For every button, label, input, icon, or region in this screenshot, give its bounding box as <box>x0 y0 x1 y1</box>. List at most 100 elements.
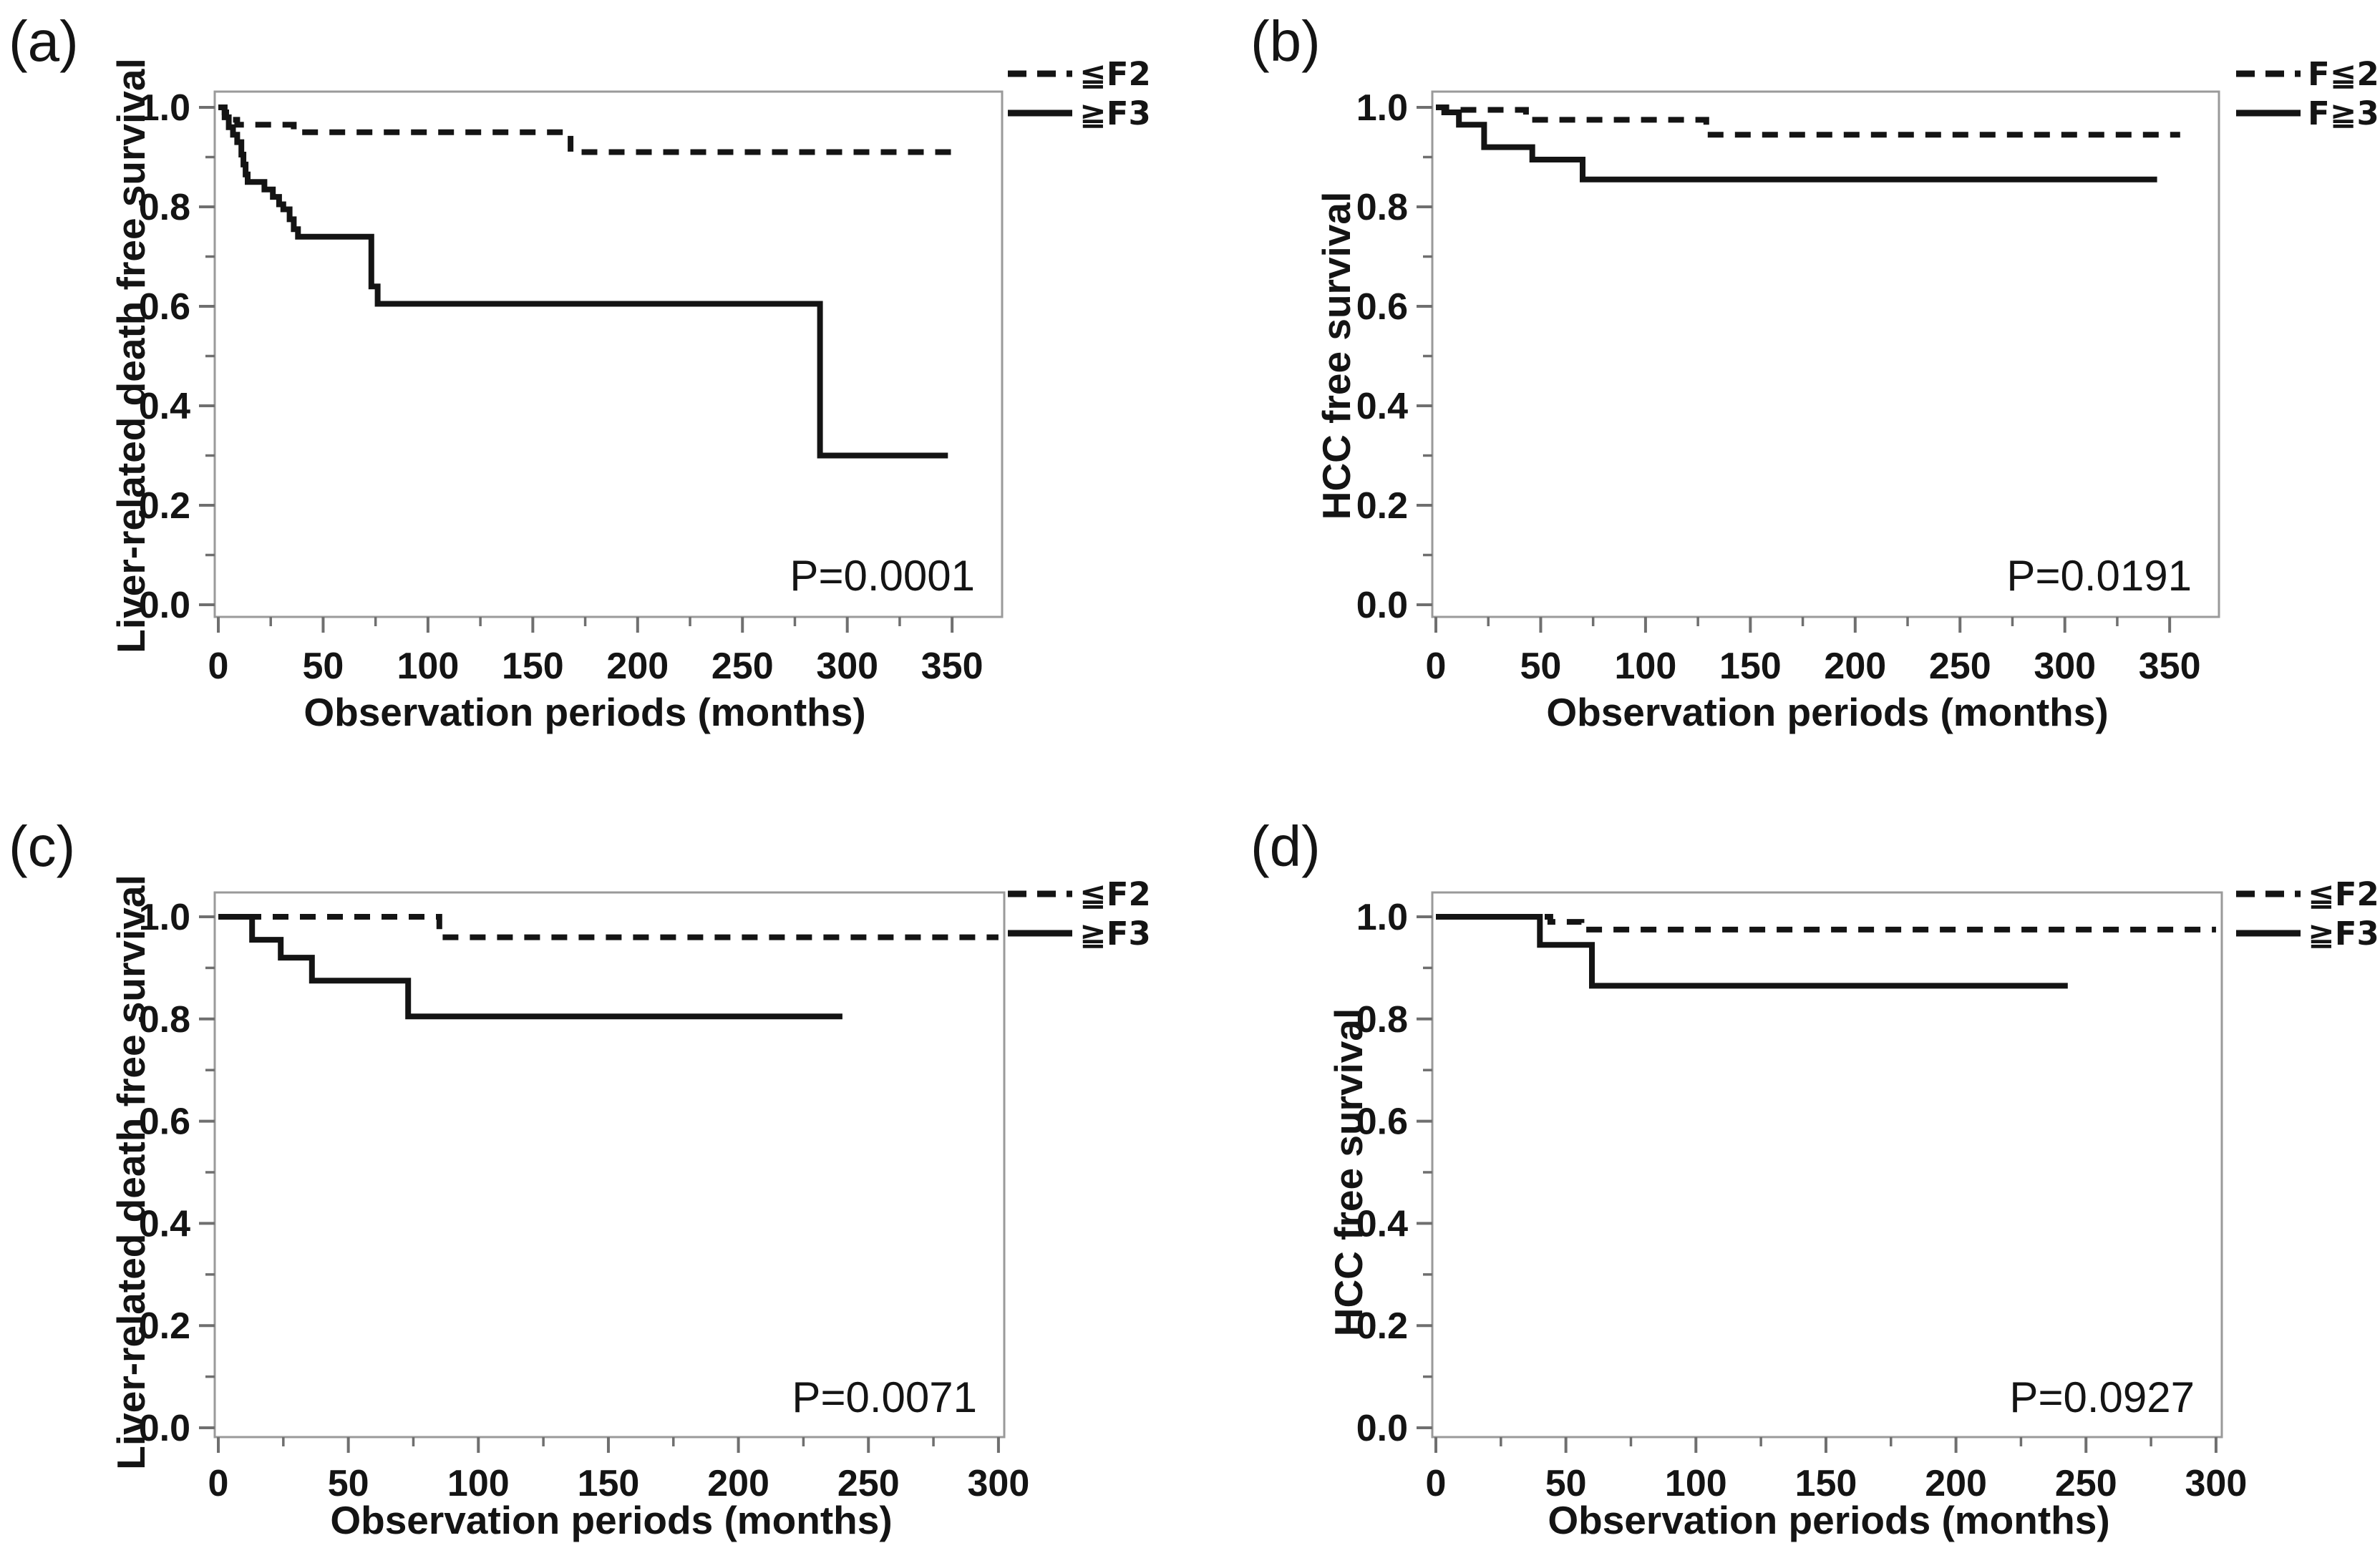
plot-area: 0 50 100 150 200 250 300 0.0 0.2 0.4 0.6 0.8 1.0 <box>1356 891 2248 1504</box>
p-value-annotation: P=0.0001 <box>790 552 975 600</box>
y-tick-label: 0.6 <box>139 286 190 328</box>
legend-label-f3: F≧3 <box>2308 94 2379 132</box>
x-tick-label: 100 <box>1665 1463 1727 1504</box>
p-value-annotation: P=0.0927 <box>2009 1373 2195 1421</box>
x-tick-label: 0 <box>208 646 229 687</box>
x-tick-label: 300 <box>2185 1463 2248 1504</box>
legend-label-f2: ≦F2 <box>1079 875 1151 913</box>
plot-area: 0 50 100 150 200 250 300 350 0.0 0.2 0.4 0.6 0.8 1.0 <box>1356 87 2220 687</box>
km-curve-dashed <box>1436 104 2180 138</box>
y-tick-label: 0.0 <box>1356 585 1408 626</box>
x-tick-label: 200 <box>707 1463 769 1504</box>
x-tick-label: 50 <box>1545 1463 1587 1504</box>
y-tick-label: 0.8 <box>1356 187 1408 228</box>
x-tick-label: 300 <box>816 646 878 687</box>
x-tick-label: 250 <box>2055 1463 2117 1504</box>
x-tick-label: 150 <box>1795 1463 1857 1504</box>
y-tick-label: 0.6 <box>1356 1101 1408 1143</box>
panel-letter: (d) <box>1250 814 1321 878</box>
y-tick-label: 0.8 <box>1356 999 1408 1041</box>
y-tick-label: 0.0 <box>1356 1408 1408 1449</box>
plot-border <box>1431 90 2220 618</box>
legend: F≦2 F≧3 <box>2236 55 2379 132</box>
x-tick-label: 150 <box>1719 646 1782 687</box>
panel-letter: (c) <box>9 814 75 878</box>
x-tick-label: 100 <box>397 646 460 687</box>
x-tick-label: 300 <box>2034 646 2096 687</box>
legend-label-f2: ≦F2 <box>1079 55 1151 93</box>
panel-b: (b) HCC free survival 0 50 100 150 200 250 300… <box>1250 9 2379 734</box>
y-tick-label: 0.4 <box>1356 1203 1408 1245</box>
x-tick-label: 250 <box>711 646 774 687</box>
x-axis-title: Observation periods (months) <box>303 690 865 734</box>
y-tick-label: 0.2 <box>1356 1305 1408 1347</box>
y-tick-label: 0.6 <box>1356 286 1408 328</box>
y-tick-label: 0.4 <box>139 386 190 427</box>
panel-letter: (b) <box>1250 9 1321 73</box>
legend-label-f3: ≧F3 <box>2308 915 2379 953</box>
y-tick-label: 1.0 <box>1356 897 1408 938</box>
legend-label-f2: F≦2 <box>2308 55 2379 93</box>
km-curve-dashed <box>218 104 958 155</box>
x-tick-label: 200 <box>1824 646 1886 687</box>
km-curve-dashed <box>218 914 999 940</box>
x-tick-label: 350 <box>2139 646 2201 687</box>
plot-border <box>213 90 1004 618</box>
plot-border <box>1431 891 2223 1439</box>
legend-label-f2: ≦F2 <box>2308 875 2379 913</box>
legend: ≦F2 ≧F3 <box>1008 875 1151 953</box>
x-tick-label: 250 <box>837 1463 900 1504</box>
x-tick-label: 50 <box>1520 646 1562 687</box>
x-axis-title: Observation periods (months) <box>330 1498 892 1542</box>
x-tick-label: 300 <box>968 1463 1030 1504</box>
y-tick-label: 0.2 <box>139 1305 190 1347</box>
y-tick-label: 1.0 <box>1356 87 1408 129</box>
y-axis-title: HCC free survival <box>1314 192 1359 520</box>
x-tick-label: 0 <box>208 1463 229 1504</box>
km-curve-solid <box>218 104 948 459</box>
x-tick-label: 150 <box>578 1463 640 1504</box>
x-tick-label: 350 <box>921 646 983 687</box>
y-tick-label: 0.6 <box>139 1101 190 1143</box>
panel-a: (a) Liver-related death free survival 0 5… <box>9 9 1151 734</box>
y-tick-label: 0.0 <box>139 1408 190 1449</box>
x-axis-title: Observation periods (months) <box>1548 1498 2109 1542</box>
legend-label-f3: ≧F3 <box>1079 94 1151 132</box>
x-tick-label: 0 <box>1426 1463 1447 1504</box>
panel-c: (c) Liver-related death free survival 0 5… <box>9 814 1151 1542</box>
x-tick-label: 100 <box>1615 646 1677 687</box>
y-tick-label: 0.2 <box>1356 485 1408 527</box>
x-tick-label: 100 <box>447 1463 510 1504</box>
y-axis-title: Liver-related death free survival <box>109 875 153 1469</box>
y-tick-label: 0.8 <box>139 999 190 1041</box>
km-curve-dashed <box>1436 914 2216 933</box>
plot-area: 0 50 100 150 200 250 300 0.0 0.2 0.4 0.6 0.8 1.0 <box>139 891 1030 1504</box>
x-tick-label: 0 <box>1426 646 1447 687</box>
y-tick-label: 0.8 <box>139 187 190 228</box>
panel-letter: (a) <box>9 9 79 73</box>
km-curve-solid <box>218 914 842 1020</box>
x-tick-label: 150 <box>502 646 564 687</box>
legend: ≦F2 ≧F3 <box>2236 875 2379 953</box>
p-value-annotation: P=0.0191 <box>2006 552 2192 600</box>
y-tick-label: 1.0 <box>139 897 190 938</box>
panel-d: (d) HCC free survival 0 50 100 150 200 250 300… <box>1250 814 2379 1542</box>
y-tick-label: 0.4 <box>139 1203 190 1245</box>
legend-label-f3: ≧F3 <box>1079 915 1151 953</box>
x-tick-label: 50 <box>328 1463 369 1504</box>
x-tick-label: 200 <box>1925 1463 1987 1504</box>
y-tick-label: 1.0 <box>139 87 190 129</box>
y-axis-title: Liver-related death free survival <box>109 58 153 653</box>
y-tick-label: 0.4 <box>1356 386 1408 427</box>
plot-border <box>213 891 1006 1439</box>
x-axis-title: Observation periods (months) <box>1546 690 2108 734</box>
y-tick-label: 0.2 <box>139 485 190 527</box>
x-tick-label: 250 <box>1929 646 1991 687</box>
legend: ≦F2 ≧F3 <box>1008 55 1151 132</box>
x-tick-label: 50 <box>303 646 344 687</box>
plot-area: 0 50 100 150 200 250 300 350 0.0 0.2 0.4 0.6 0.8 1.0 <box>139 87 1004 687</box>
y-tick-label: 0.0 <box>139 585 190 626</box>
p-value-annotation: P=0.0071 <box>792 1373 977 1421</box>
x-tick-label: 200 <box>606 646 669 687</box>
